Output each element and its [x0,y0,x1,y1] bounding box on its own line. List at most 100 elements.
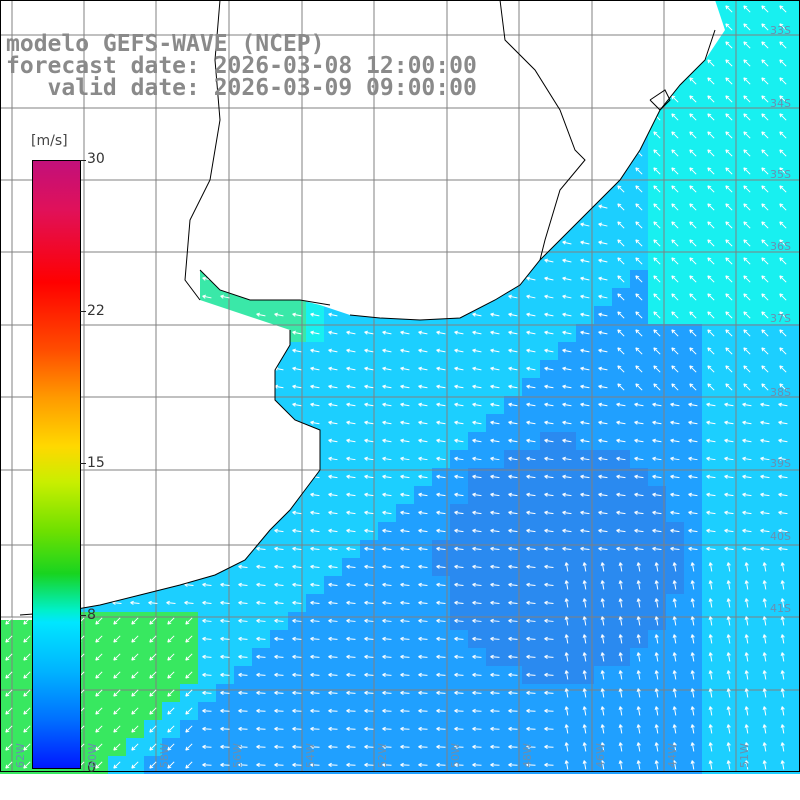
wind-arrow [671,95,679,103]
field-cell [792,198,800,216]
wind-arrow [671,293,679,301]
wind-arrow [761,149,769,157]
wind-arrow [653,185,661,193]
wind-arrow [707,95,715,103]
wind-arrow [635,293,643,301]
wind-arrow [707,293,715,301]
wind-arrow [635,167,643,175]
wind-arrow [580,276,590,281]
wind-arrow [689,77,697,85]
field-cell [792,108,800,126]
field-cell [792,504,800,522]
lon-label: 56W [231,743,244,768]
wind-arrow [653,203,661,211]
wind-arrow [671,167,679,175]
wind-arrow [743,113,751,121]
wind-arrow [707,221,715,229]
field-cell [792,306,800,324]
wind-arrow [761,95,769,103]
field-cell [792,612,800,630]
wind-arrow [707,203,715,211]
wind-arrow [671,221,679,229]
field-cell [792,522,800,540]
field-cell [792,702,800,720]
wind-arrow [779,149,787,157]
field-cell [792,396,800,414]
wind-arrow [761,113,769,121]
wind-arrow [562,276,572,281]
wind-arrow [689,167,697,175]
wind-arrow [761,221,769,229]
colorbar-tick-30: 30 [87,151,105,167]
field-cell [792,144,800,162]
wind-arrow [779,239,787,247]
wind-arrow [671,113,679,121]
wind-arrow [671,239,679,247]
field-cell [792,558,800,576]
field-cell [792,288,800,306]
wind-arrow [725,131,733,139]
wind-arrow [761,77,769,85]
wind-arrow [725,293,733,301]
wind-arrow [779,41,787,49]
wind-arrow [779,5,787,13]
field-cell [792,180,800,198]
field-cell [792,90,800,108]
land-area [0,0,725,620]
wind-arrow [689,185,697,193]
colorbar-tickmark [80,463,86,464]
wind-arrow [725,203,733,211]
wind-arrow [220,294,230,299]
field-cell [792,414,800,432]
wind-arrow [707,257,715,265]
lat-label: 37S [770,312,791,325]
wind-arrow [617,275,625,283]
wind-arrow [707,185,715,193]
wind-arrow [689,95,697,103]
wind-arrow [653,131,661,139]
lat-label: 35S [770,168,791,181]
wind-arrow [725,167,733,175]
wind-arrow [779,131,787,139]
wind-arrow [653,293,661,301]
wind-arrow [761,185,769,193]
wind-arrow [743,167,751,175]
field-cell [792,576,800,594]
land-mask [0,0,725,620]
wind-arrow [725,23,733,31]
wind-arrow [779,275,787,283]
field-cell [792,666,800,684]
wind-arrow [617,185,625,193]
field-cell [792,738,800,756]
wind-arrow [671,275,679,283]
wind-arrow [689,113,697,121]
lon-label: 48W [521,743,534,768]
wind-arrow [598,294,608,299]
wind-arrow [779,185,787,193]
wind-arrow [707,113,715,121]
wind-arrow [743,59,751,67]
wind-arrow [743,77,751,85]
lon-label: 51W [738,743,751,768]
lon-label: 50W [449,743,462,768]
wind-arrow [725,77,733,85]
wind-arrow [598,204,608,209]
wind-arrow [508,294,518,299]
wind-arrow [653,149,661,157]
wind-arrow [725,113,733,121]
wind-arrow [635,149,643,157]
field-cell [792,432,800,450]
field-cell [792,216,800,234]
wind-vectors [5,5,788,770]
field-cell [792,540,800,558]
wind-arrow [580,240,590,245]
wind-arrow [779,95,787,103]
wind-arrow [761,239,769,247]
field-cell [792,72,800,90]
wind-arrow [779,113,787,121]
wind-arrow [671,149,679,157]
colorbar-tick-15: 15 [87,455,105,471]
wind-arrow [544,276,554,281]
colorbar-tick-22: 22 [87,303,105,319]
